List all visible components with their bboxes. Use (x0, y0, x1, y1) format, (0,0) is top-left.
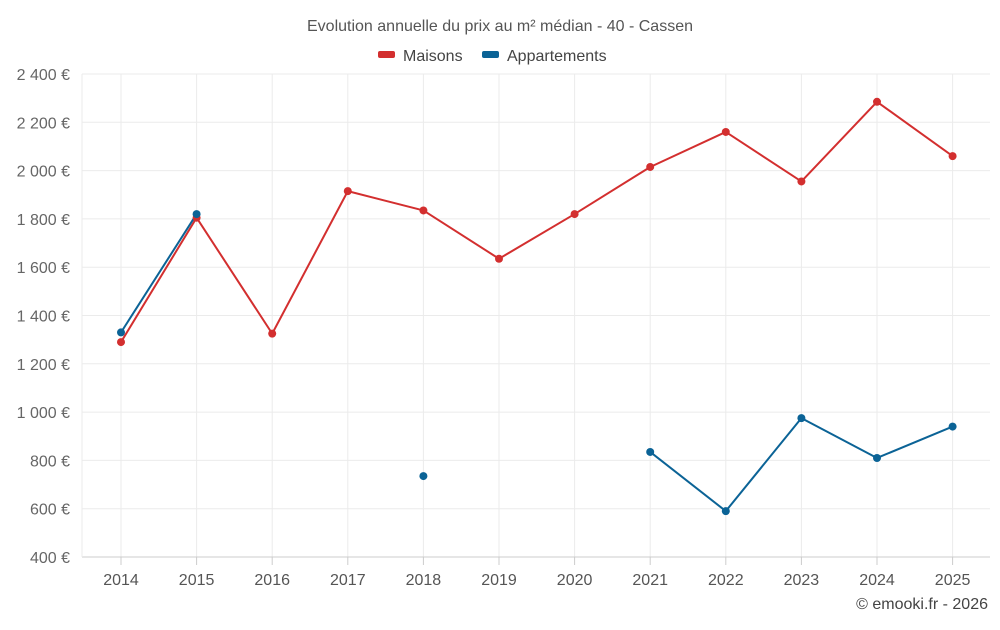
y-tick-label: 1 800 € (17, 212, 70, 229)
legend-swatch-maisons (378, 51, 395, 58)
data-point-maisons-2014[interactable] (117, 338, 125, 347)
y-tick-label: 1 600 € (17, 260, 70, 277)
y-tick-label: 1 200 € (17, 357, 70, 374)
data-point-maisons-2023[interactable] (797, 177, 806, 186)
y-tick-label: 2 400 € (17, 67, 70, 84)
series-lines (120, 100, 954, 513)
x-tick-label: 2025 (935, 572, 971, 589)
legend-item-maisons[interactable]: Maisons (378, 48, 463, 65)
legend-label-maisons: Maisons (403, 48, 463, 65)
series-line-maisons (120, 100, 954, 343)
x-tick-label: 2023 (784, 572, 820, 589)
x-axis-ticks: 2014 2015 2016 2017 2018 2019 2020 2021 2022 2023… (103, 557, 970, 589)
x-tick-label: 2021 (632, 572, 668, 589)
series-points (117, 97, 957, 516)
x-tick-label: 2022 (708, 572, 744, 589)
data-point-appartements-2022[interactable] (721, 507, 730, 516)
x-tick-label: 2020 (557, 572, 593, 589)
x-tick-label: 2016 (254, 572, 290, 589)
x-tick-label: 2017 (330, 572, 366, 589)
x-tick-label: 2015 (179, 572, 215, 589)
data-point-appartements-2021[interactable] (646, 447, 655, 456)
y-tick-label: 400 € (30, 550, 70, 567)
data-point-maisons-2019[interactable] (495, 254, 503, 263)
data-point-maisons-2018[interactable] (419, 206, 428, 215)
x-tick-label: 2018 (406, 572, 442, 589)
data-point-maisons-2022[interactable] (721, 127, 730, 136)
y-tick-label: 800 € (30, 453, 70, 470)
data-point-maisons-2024[interactable] (873, 97, 881, 106)
data-point-maisons-2017[interactable] (343, 187, 352, 196)
x-tick-label: 2024 (859, 572, 895, 589)
data-point-appartements-2014[interactable] (117, 328, 125, 337)
legend-label-appartements: Appartements (507, 48, 607, 65)
data-point-maisons-2021[interactable] (646, 162, 655, 171)
legend: Maisons Appartements (378, 48, 607, 65)
data-point-appartements-2025[interactable] (948, 422, 957, 431)
x-tick-label: 2014 (103, 572, 139, 589)
series-line-appartements (120, 213, 198, 333)
data-point-maisons-2025[interactable] (948, 152, 957, 161)
y-tick-label: 1 000 € (17, 405, 70, 422)
y-axis-ticks: 400 € 600 € 800 € 1 000 € 1 200 € 1 400 € 1 60… (17, 67, 70, 567)
chart-title: Evolution annuelle du prix au m² médian … (307, 18, 693, 35)
y-tick-label: 2 000 € (17, 164, 70, 181)
data-point-appartements-2018[interactable] (419, 472, 428, 481)
x-tick-label: 2019 (481, 572, 517, 589)
grid-layer (81, 73, 990, 558)
data-point-maisons-2020[interactable] (570, 210, 579, 219)
data-point-appartements-2024[interactable] (873, 453, 881, 462)
legend-item-appartements[interactable]: Appartements (482, 48, 607, 65)
data-point-appartements-2023[interactable] (797, 414, 806, 423)
y-tick-label: 600 € (30, 502, 70, 519)
y-tick-label: 2 200 € (17, 115, 70, 132)
credit-text: © emooki.fr - 2026 (856, 596, 988, 613)
legend-swatch-appartements (482, 51, 499, 58)
data-point-appartements-2015[interactable] (192, 210, 201, 219)
y-tick-label: 1 400 € (17, 309, 70, 326)
data-point-maisons-2016[interactable] (268, 329, 277, 338)
